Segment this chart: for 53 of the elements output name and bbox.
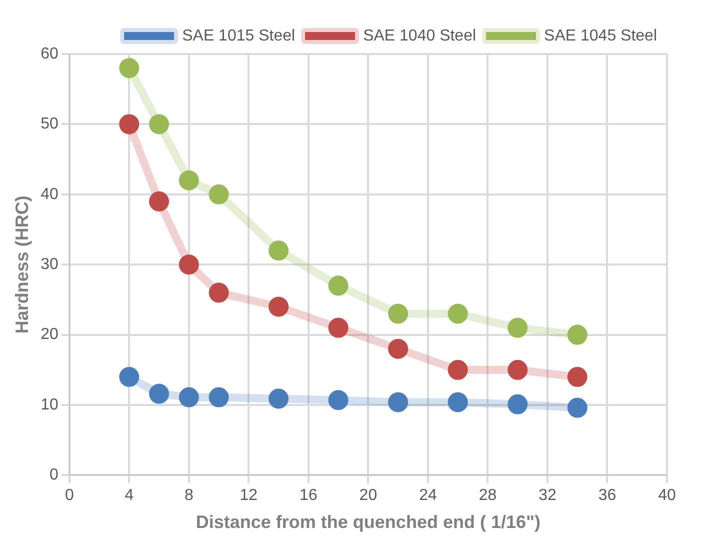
point (149, 384, 170, 404)
point (567, 366, 588, 387)
y-tick-label: 30 (40, 256, 58, 274)
point (149, 114, 170, 134)
legend-label: SAE 1045 Steel (544, 27, 657, 44)
x-axis-title: Distance from the quenched end ( 1/16") (196, 512, 541, 532)
x-tick-label: 32 (538, 487, 556, 504)
point (178, 170, 199, 190)
x-tick-label: 12 (240, 487, 258, 504)
x-tick-label: 0 (64, 487, 74, 504)
point (208, 184, 229, 204)
y-tick-label: 20 (40, 326, 58, 344)
x-tick-label: 36 (598, 487, 616, 504)
point (328, 318, 348, 338)
point (388, 392, 408, 412)
x-tick-label: 28 (478, 487, 497, 504)
point (567, 398, 588, 418)
point (208, 387, 229, 408)
point (567, 324, 588, 345)
point (268, 240, 289, 261)
x-tick-label: 20 (359, 487, 378, 504)
legend-label: SAE 1015 Steel (182, 27, 296, 44)
point (119, 114, 140, 134)
point (149, 191, 170, 212)
point (208, 282, 229, 303)
x-tick-label: 4 (124, 487, 134, 504)
x-tick-label: 16 (300, 487, 318, 504)
point (508, 360, 528, 380)
point (448, 392, 468, 412)
point (388, 304, 408, 324)
point (119, 366, 140, 387)
point (268, 296, 289, 317)
point (448, 360, 468, 380)
x-tick-label: 40 (658, 487, 676, 504)
x-tick-label: 24 (419, 487, 437, 504)
point (508, 394, 528, 414)
point (178, 254, 199, 275)
legend-label: SAE 1040 Steel (363, 27, 476, 44)
x-tick-label: 8 (184, 487, 194, 504)
y-tick-label: 50 (40, 116, 58, 133)
point (119, 58, 140, 78)
point (388, 338, 408, 359)
y-tick-label: 40 (40, 186, 58, 203)
point (328, 390, 348, 410)
point (508, 318, 528, 338)
y-tick-label: 0 (49, 466, 58, 484)
point (178, 387, 199, 408)
point (268, 388, 289, 409)
y-axis-title: Hardness (HRC) (12, 196, 32, 334)
y-tick-label: 10 (40, 396, 58, 414)
y-tick-label: 60 (40, 45, 58, 62)
point (448, 304, 468, 324)
point (328, 276, 348, 296)
